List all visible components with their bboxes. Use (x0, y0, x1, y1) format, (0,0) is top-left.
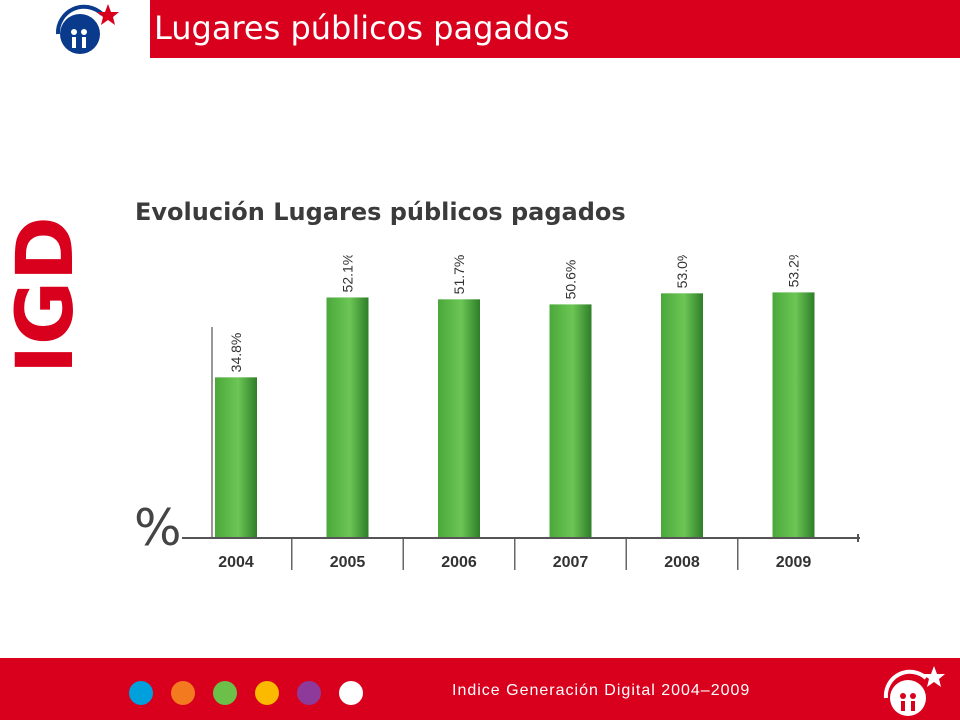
color-dot (213, 681, 237, 705)
bar-2004 (215, 377, 257, 538)
color-dot (297, 681, 321, 705)
igd-logo-icon (55, 4, 119, 54)
footer-text: Indice Generación Digital 2004–2009 (452, 682, 751, 699)
data-label-2005: 52.1% (340, 255, 356, 292)
tick-label-2006: 2006 (441, 554, 477, 571)
y-axis-label: % (134, 499, 182, 557)
data-label-2004: 34.8% (228, 333, 244, 373)
color-dot (255, 681, 279, 705)
header-bar: Lugares públicos pagados (150, 0, 960, 58)
bar-2009 (772, 292, 815, 538)
tick-label-2005: 2005 (330, 554, 366, 571)
bar-2006 (438, 299, 480, 538)
side-logo-text: IGD (10, 216, 80, 374)
tick-label-2007: 2007 (553, 554, 589, 571)
color-dot (339, 681, 363, 705)
bar-2005 (326, 297, 369, 538)
data-label-2008: 53.0% (674, 255, 690, 288)
bar-2008 (661, 293, 703, 538)
igd-vertical-logo: IGD (10, 216, 80, 374)
tick-label-2004: 2004 (218, 554, 254, 571)
color-dot (129, 681, 153, 705)
bar-chart: 34.8% 52.1% 51.7% 50.6% 53.0% 53.2% 2004 2005 2… (134, 255, 860, 571)
tick-label-2009: 2009 (776, 554, 812, 571)
color-dot (171, 681, 195, 705)
chart-title: Evolución Lugares públicos pagados (135, 198, 626, 226)
data-label-2006: 51.7% (451, 255, 467, 294)
tick-label-2008: 2008 (664, 554, 700, 571)
bar-2007 (549, 304, 592, 538)
page-title: Lugares públicos pagados (154, 9, 570, 47)
data-label-2007: 50.6% (563, 260, 579, 300)
footer-bar: Indice Generación Digital 2004–2009 (0, 658, 960, 720)
data-label-2009: 53.2% (786, 255, 802, 287)
igd-footer-logo-icon (883, 666, 945, 716)
